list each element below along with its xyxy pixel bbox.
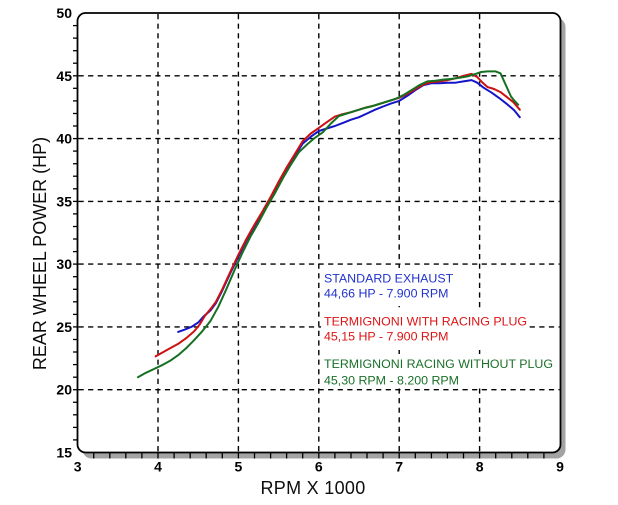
svg-text:4: 4 xyxy=(154,459,162,475)
svg-text:40: 40 xyxy=(56,131,72,147)
svg-text:RPM X 1000: RPM X 1000 xyxy=(260,478,365,498)
svg-text:35: 35 xyxy=(56,193,72,209)
svg-text:45: 45 xyxy=(56,68,72,84)
svg-text:25: 25 xyxy=(56,319,72,335)
svg-text:45,15 HP - 7.900 RPM: 45,15 HP - 7.900 RPM xyxy=(324,329,448,343)
svg-text:7: 7 xyxy=(395,459,403,475)
svg-text:44,66 HP - 7.900 RPM: 44,66 HP - 7.900 RPM xyxy=(324,287,448,301)
svg-text:9: 9 xyxy=(556,459,564,475)
svg-text:3: 3 xyxy=(74,459,82,475)
svg-text:20: 20 xyxy=(56,382,72,398)
svg-text:30: 30 xyxy=(56,256,72,272)
svg-text:REAR WHEEL POWER (HP): REAR WHEEL POWER (HP) xyxy=(30,137,50,370)
svg-text:15: 15 xyxy=(56,445,72,461)
svg-text:5: 5 xyxy=(235,459,243,475)
svg-text:50: 50 xyxy=(56,5,72,21)
svg-text:STANDARD EXHAUST: STANDARD EXHAUST xyxy=(324,272,454,286)
svg-text:TERMIGNONI WITH RACING PLUG: TERMIGNONI WITH RACING PLUG xyxy=(324,315,527,329)
svg-text:45,30 RPM - 8.200 RPM: 45,30 RPM - 8.200 RPM xyxy=(324,374,459,388)
svg-text:6: 6 xyxy=(315,459,323,475)
svg-text:8: 8 xyxy=(476,459,484,475)
svg-text:TERMIGNONI RACING WITHOUT PLUG: TERMIGNONI RACING WITHOUT PLUG xyxy=(324,357,553,371)
